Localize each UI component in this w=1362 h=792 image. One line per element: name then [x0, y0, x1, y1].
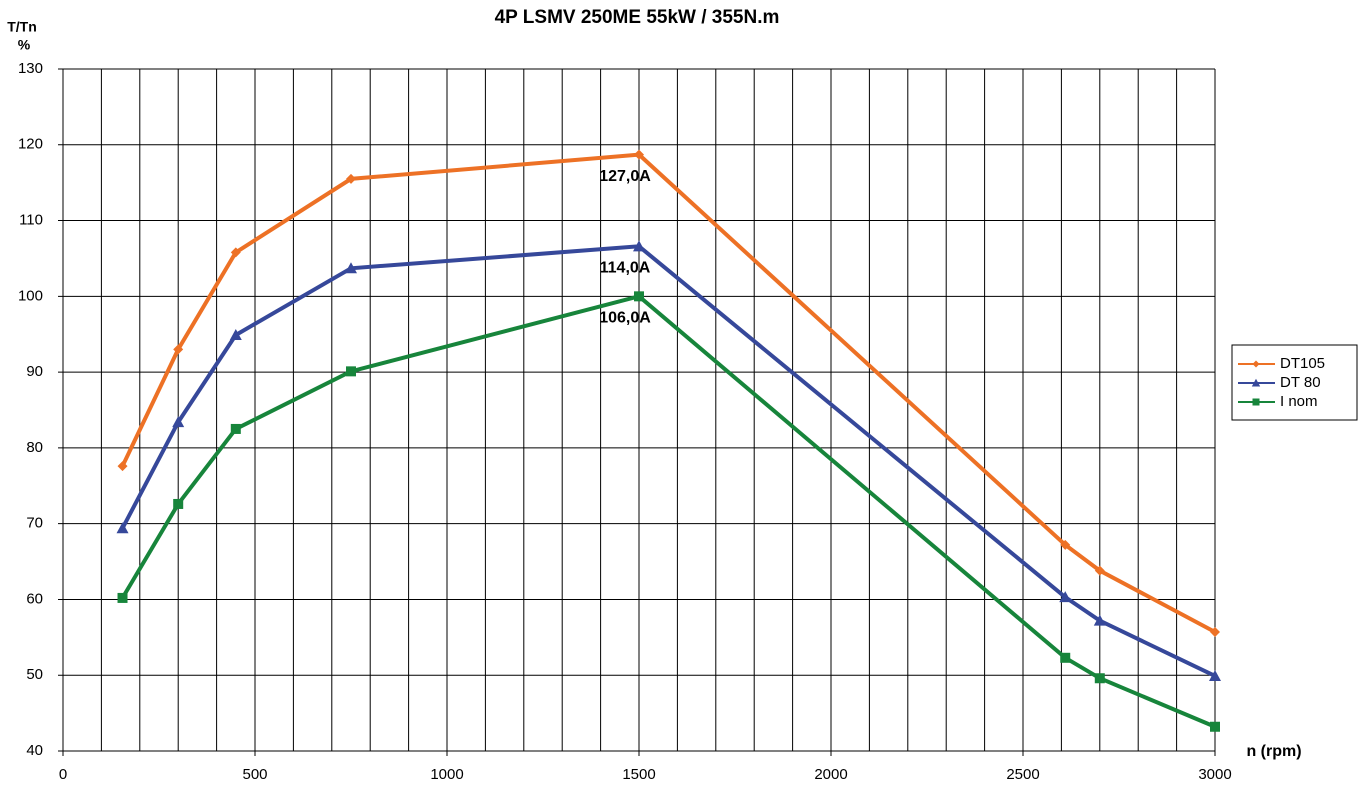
marker — [1093, 614, 1106, 626]
series-line — [120, 152, 1216, 634]
annotation: 114,0A — [600, 260, 651, 277]
marker — [1210, 627, 1220, 638]
x-tick-label: 2000 — [814, 766, 847, 783]
y-tick-label: 100 — [18, 287, 43, 304]
x-axis-label: n (rpm) — [1246, 743, 1301, 760]
marker — [1210, 721, 1220, 732]
y-tick-label: 90 — [26, 363, 43, 380]
y-tick-label: 50 — [26, 666, 43, 683]
x-tick-label: 1000 — [430, 766, 463, 783]
marker — [1252, 398, 1260, 406]
annotation: 127,0A — [599, 168, 651, 185]
chart-title: 4P LSMV 250ME 55kW / 355N.m — [495, 7, 780, 28]
marker — [117, 461, 128, 472]
marker — [1094, 673, 1105, 684]
marker — [345, 262, 357, 274]
marker — [634, 149, 644, 160]
marker — [1060, 652, 1071, 663]
marker — [172, 416, 185, 428]
legend-label: I nom — [1280, 393, 1318, 410]
series-line — [120, 294, 1216, 729]
marker — [230, 423, 241, 434]
marker — [346, 173, 356, 184]
marker — [229, 328, 242, 340]
x-tick-label: 0 — [59, 766, 67, 783]
marker — [1209, 669, 1221, 681]
marker — [1094, 565, 1105, 576]
marker — [1060, 539, 1071, 550]
marker — [117, 592, 128, 603]
marker — [1252, 360, 1260, 368]
x-tick-label: 1500 — [622, 766, 655, 783]
series-line — [120, 244, 1216, 678]
marker — [230, 247, 241, 258]
x-tick-label: 2500 — [1006, 766, 1039, 783]
y-tick-label: 40 — [26, 742, 43, 759]
marker — [1251, 378, 1261, 387]
marker — [173, 344, 184, 355]
marker — [633, 240, 645, 252]
y-axis-unit: % — [18, 37, 31, 53]
y-tick-label: 80 — [26, 439, 43, 456]
y-tick-label: 130 — [18, 60, 43, 77]
marker — [634, 291, 644, 302]
x-tick-label: 500 — [242, 766, 267, 783]
legend-label: DT 80 — [1280, 374, 1321, 391]
marker — [346, 366, 356, 377]
y-tick-label: 60 — [26, 590, 43, 607]
x-tick-label: 3000 — [1198, 766, 1231, 783]
y-tick-label: 110 — [19, 212, 43, 229]
marker — [116, 522, 129, 534]
legend-label: DT105 — [1280, 355, 1325, 372]
y-axis-label: T/Tn — [7, 19, 37, 35]
annotation: 106,0A — [599, 310, 651, 327]
y-tick-label: 70 — [26, 515, 43, 532]
marker — [173, 498, 184, 509]
y-tick-label: 120 — [18, 136, 43, 153]
marker — [1059, 591, 1072, 603]
